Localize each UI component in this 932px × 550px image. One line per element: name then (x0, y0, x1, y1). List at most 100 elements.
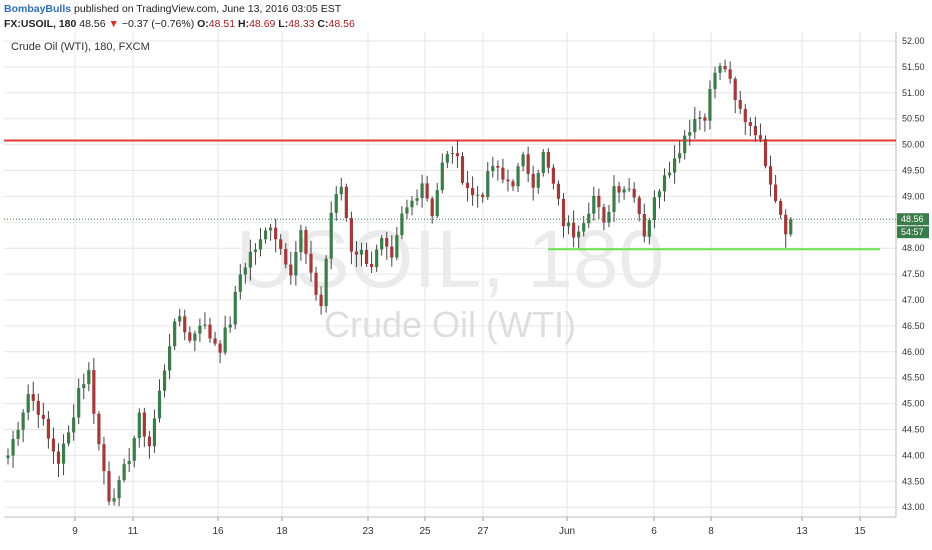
candle (516, 162, 520, 193)
candle (592, 186, 596, 221)
candle (375, 244, 379, 272)
candle (486, 162, 490, 200)
candle (657, 189, 662, 209)
candles (6, 59, 793, 507)
candle (395, 226, 399, 261)
countdown-tag-text: 54:57 (901, 227, 924, 237)
candle (551, 164, 555, 190)
y-tick-label: 49.00 (902, 191, 925, 201)
x-tick-label: 13 (796, 526, 808, 537)
candle (329, 201, 333, 270)
price-axis[interactable]: 43.00 43.50 44.00 44.50 45.00 45.50 46.00 46.50… (902, 36, 925, 512)
watermark: USOIL, 180 Crude Oil (WTI) (236, 214, 664, 345)
candle (213, 331, 217, 347)
candle (693, 107, 697, 139)
candle (183, 309, 187, 341)
candle (56, 443, 61, 478)
candle (617, 181, 621, 203)
candle (789, 216, 793, 237)
publish-line: BombayBulls published on TradingView.com… (4, 3, 341, 15)
candle (491, 156, 495, 178)
candle (546, 148, 550, 174)
price-chart[interactable]: USOIL, 180 Crude Oil (WTI) Crude Oil (WT… (0, 32, 932, 550)
candle (223, 315, 227, 356)
x-tick-label: 16 (212, 526, 224, 537)
candle (430, 196, 434, 224)
time-axis[interactable]: 9 11 16 18 23 25 27 Jun 6 8 13 15 (72, 517, 866, 537)
candle (465, 171, 470, 202)
x-tick-label: Jun (559, 526, 575, 537)
x-tick-label: 8 (708, 526, 714, 537)
candle (728, 61, 732, 84)
symbol-label: FX:USOIL, 180 (4, 18, 77, 30)
candle (142, 407, 146, 448)
candle (471, 176, 475, 206)
candle (723, 59, 727, 73)
candle (718, 62, 722, 80)
candle (556, 180, 561, 206)
x-tick-label: 27 (477, 526, 489, 537)
candle (577, 225, 581, 248)
candle (400, 206, 404, 240)
candle (587, 202, 591, 229)
candle (198, 318, 202, 342)
x-tick-label: 15 (854, 526, 866, 537)
y-tick-label: 48.00 (902, 243, 925, 253)
candle (678, 140, 682, 164)
candle (476, 186, 480, 208)
x-tick-label: 9 (72, 526, 78, 537)
y-tick-label: 51.00 (902, 88, 925, 98)
y-tick-label: 49.50 (902, 166, 925, 176)
candle (238, 264, 242, 300)
candle (612, 175, 616, 222)
candle (435, 182, 439, 219)
candle (304, 226, 308, 264)
price-change: −0.37 (−0.76%) (121, 18, 195, 30)
candle (602, 203, 606, 231)
candle (425, 175, 429, 202)
candle (208, 317, 212, 344)
last-price: 48.56 (79, 18, 106, 30)
candle (137, 408, 141, 448)
y-tick-label: 47.00 (902, 295, 925, 305)
candle (632, 182, 636, 203)
candle (77, 378, 81, 425)
candle (36, 393, 40, 428)
candle (460, 152, 465, 185)
candle (698, 110, 702, 131)
candle (415, 189, 419, 206)
candle (450, 146, 454, 164)
candle (314, 266, 318, 301)
candle (784, 209, 788, 248)
candle (637, 195, 641, 222)
candle (445, 151, 449, 169)
candle (21, 409, 25, 443)
candle (188, 326, 192, 344)
candle (284, 243, 288, 269)
candle (193, 330, 197, 352)
candle (157, 379, 162, 423)
candle (16, 421, 20, 446)
x-tick-label: 6 (651, 526, 657, 537)
candle (566, 215, 571, 235)
y-tick-label: 50.00 (902, 140, 925, 150)
chart-title: Crude Oil (WTI), 180, FXCM (11, 41, 150, 53)
y-tick-label: 46.50 (902, 321, 925, 331)
candle (481, 192, 485, 203)
candle (26, 384, 30, 421)
down-triangle-icon: ▼ (108, 18, 119, 30)
candle (61, 434, 66, 476)
quote-line: FX:USOIL, 180 48.56 ▼ −0.37 (−0.76%) O:4… (4, 18, 355, 30)
horizontal-lines[interactable] (4, 139, 896, 251)
candle (385, 231, 389, 260)
candle (708, 80, 712, 130)
candle (269, 223, 273, 241)
candle (147, 431, 151, 459)
open-label: O: (197, 18, 209, 30)
author-link[interactable]: BombayBulls (4, 3, 72, 15)
candle (642, 203, 646, 243)
candle (233, 285, 237, 330)
candle (455, 140, 460, 169)
candle (243, 262, 247, 284)
candle (122, 458, 126, 483)
